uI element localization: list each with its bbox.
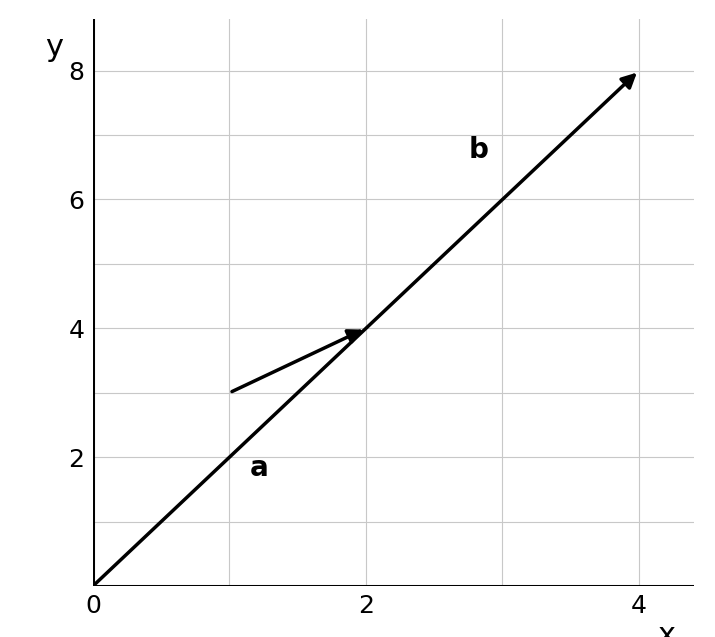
Text: y: y (45, 33, 63, 62)
Text: b: b (468, 136, 488, 164)
Text: a: a (250, 454, 269, 482)
Text: x: x (658, 622, 676, 637)
